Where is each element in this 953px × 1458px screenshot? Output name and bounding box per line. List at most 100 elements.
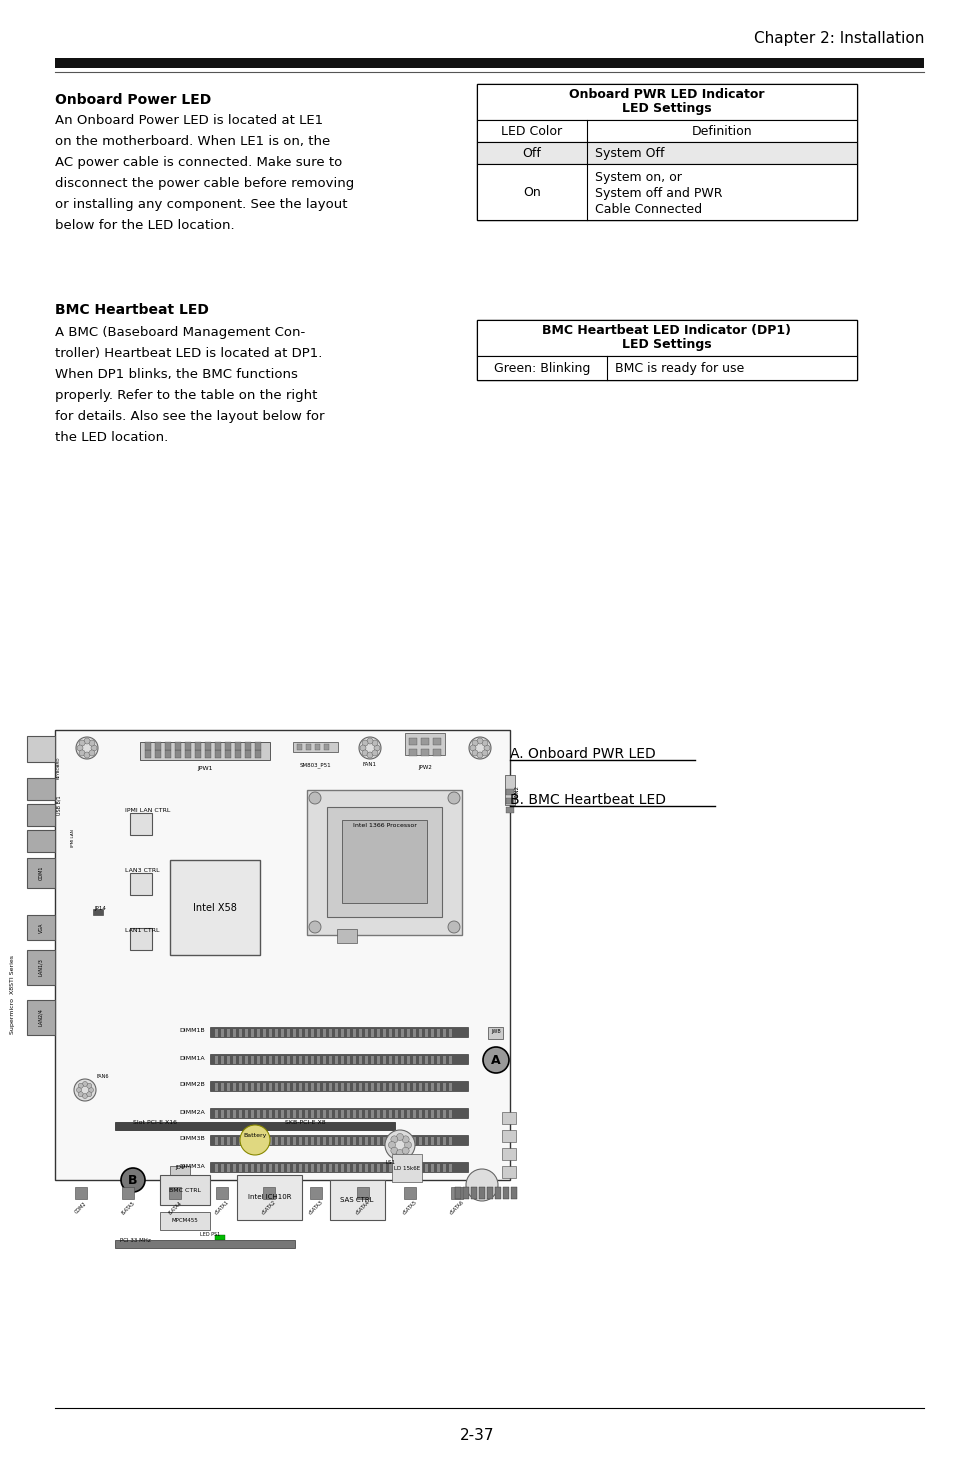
- Bar: [293, 1168, 295, 1172]
- Text: the LED location.: the LED location.: [55, 430, 168, 443]
- Bar: [233, 1168, 235, 1172]
- Bar: [251, 1168, 253, 1172]
- Bar: [371, 1163, 374, 1168]
- Bar: [424, 1168, 428, 1172]
- Bar: [431, 1034, 434, 1037]
- Bar: [281, 1163, 284, 1168]
- Circle shape: [87, 1092, 91, 1096]
- Bar: [269, 1034, 272, 1037]
- Bar: [442, 1114, 446, 1118]
- Text: LAN1 CTRL: LAN1 CTRL: [125, 927, 159, 933]
- Bar: [245, 1114, 248, 1118]
- Bar: [256, 1114, 260, 1118]
- Bar: [365, 1142, 368, 1145]
- Bar: [400, 1163, 403, 1168]
- Bar: [382, 1110, 386, 1114]
- Bar: [239, 1088, 242, 1091]
- Bar: [254, 749, 261, 758]
- Text: Definition: Definition: [691, 124, 752, 137]
- Bar: [353, 1083, 355, 1088]
- Bar: [269, 1137, 272, 1142]
- Bar: [27, 857, 55, 888]
- Bar: [210, 1054, 468, 1064]
- Bar: [269, 1163, 272, 1168]
- Bar: [449, 1056, 452, 1060]
- Bar: [340, 1168, 344, 1172]
- Bar: [353, 1114, 355, 1118]
- Bar: [413, 1163, 416, 1168]
- Bar: [442, 1163, 446, 1168]
- Bar: [365, 1083, 368, 1088]
- Bar: [298, 1060, 302, 1064]
- Bar: [501, 1112, 516, 1124]
- Bar: [436, 1137, 439, 1142]
- Bar: [227, 1083, 230, 1088]
- Bar: [298, 1110, 302, 1114]
- Bar: [371, 1137, 374, 1142]
- Bar: [298, 1168, 302, 1172]
- Bar: [462, 1187, 469, 1198]
- Bar: [251, 1060, 253, 1064]
- Bar: [251, 1114, 253, 1118]
- Text: PCI 33 MHz: PCI 33 MHz: [119, 1238, 151, 1242]
- Bar: [347, 1083, 350, 1088]
- Bar: [225, 749, 231, 758]
- Text: or installing any component. See the layout: or installing any component. See the lay…: [55, 197, 347, 210]
- Bar: [130, 873, 152, 895]
- Bar: [436, 1114, 439, 1118]
- Bar: [442, 1142, 446, 1145]
- Text: When DP1 blinks, the BMC functions: When DP1 blinks, the BMC functions: [55, 367, 297, 381]
- Bar: [281, 1114, 284, 1118]
- Bar: [442, 1056, 446, 1060]
- Text: LAN3 CTRL: LAN3 CTRL: [125, 868, 159, 872]
- Text: JP14: JP14: [94, 905, 106, 910]
- Bar: [185, 749, 191, 758]
- Circle shape: [89, 1088, 93, 1092]
- Text: DIMM3A: DIMM3A: [179, 1163, 205, 1168]
- Circle shape: [359, 745, 366, 751]
- Bar: [305, 1034, 308, 1037]
- Text: Intel ICH10R: Intel ICH10R: [248, 1194, 292, 1200]
- Bar: [371, 1060, 374, 1064]
- Bar: [418, 1083, 421, 1088]
- Bar: [298, 1114, 302, 1118]
- Bar: [214, 749, 221, 758]
- Bar: [27, 830, 55, 851]
- Text: LED Settings: LED Settings: [621, 337, 711, 350]
- Circle shape: [396, 1149, 403, 1156]
- Bar: [233, 1137, 235, 1142]
- Bar: [239, 1056, 242, 1060]
- Bar: [251, 1056, 253, 1060]
- Bar: [214, 1168, 218, 1172]
- Bar: [316, 1029, 319, 1034]
- Bar: [55, 730, 510, 1180]
- Text: cSATA6: cSATA6: [449, 1200, 465, 1216]
- Bar: [323, 1110, 326, 1114]
- Bar: [194, 742, 201, 749]
- Bar: [214, 1137, 218, 1142]
- Bar: [330, 1180, 385, 1220]
- Bar: [431, 1110, 434, 1114]
- Bar: [501, 1166, 516, 1178]
- Bar: [420, 738, 429, 745]
- Text: DIMM2B: DIMM2B: [179, 1082, 205, 1088]
- Bar: [274, 1029, 277, 1034]
- Bar: [335, 1034, 337, 1037]
- Text: A: A: [491, 1054, 500, 1066]
- Bar: [323, 1034, 326, 1037]
- Bar: [263, 1163, 266, 1168]
- Text: disconnect the power cable before removing: disconnect the power cable before removi…: [55, 176, 354, 190]
- Bar: [451, 1187, 462, 1198]
- Text: SM803_P51: SM803_P51: [299, 763, 331, 768]
- Bar: [431, 1083, 434, 1088]
- Bar: [233, 1110, 235, 1114]
- Bar: [263, 1056, 266, 1060]
- Bar: [371, 1110, 374, 1114]
- Bar: [501, 1147, 516, 1161]
- Bar: [376, 1056, 379, 1060]
- Bar: [227, 1088, 230, 1091]
- Text: LD 15k6E: LD 15k6E: [394, 1165, 419, 1171]
- Bar: [407, 1163, 410, 1168]
- Bar: [239, 1060, 242, 1064]
- Bar: [245, 1088, 248, 1091]
